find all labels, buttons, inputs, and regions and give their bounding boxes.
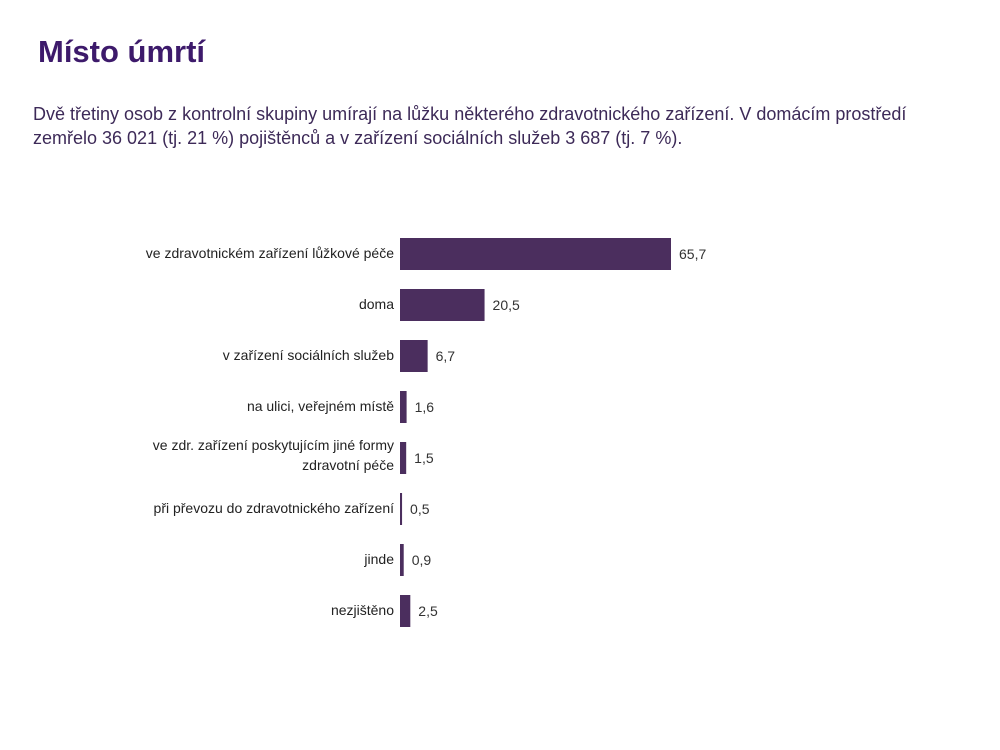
value-label-3: 1,6 — [415, 399, 435, 415]
bar-2 — [400, 340, 428, 372]
category-label-2: v zařízení sociálních služeb — [223, 347, 394, 363]
category-label-3: na ulici, veřejném místě — [247, 398, 394, 414]
bar-5 — [400, 493, 403, 525]
bar-1 — [400, 289, 485, 321]
page-title: Místo úmrtí — [38, 34, 206, 69]
value-label-2: 6,7 — [436, 348, 456, 364]
bar-6 — [400, 544, 404, 576]
value-label-7: 2,5 — [418, 603, 438, 619]
bar-4 — [400, 442, 407, 474]
value-label-4: 1,5 — [414, 450, 434, 466]
category-label-5: při převozu do zdravotnického zařízení — [154, 500, 395, 516]
bar-3 — [400, 391, 407, 423]
value-label-1: 20,5 — [493, 297, 520, 313]
category-label-1: doma — [359, 296, 394, 312]
bar-7 — [400, 595, 411, 627]
value-label-5: 0,5 — [410, 501, 430, 517]
category-label-0: ve zdravotnickém zařízení lůžkové péče — [146, 245, 394, 261]
category-label-4: ve zdr. zařízení poskytujícím jiné formy… — [153, 437, 394, 473]
category-label-7: nezjištěno — [331, 602, 394, 618]
category-label-6: jinde — [363, 551, 394, 567]
bar-0 — [400, 238, 671, 270]
value-label-6: 0,9 — [412, 552, 432, 568]
value-label-0: 65,7 — [679, 246, 706, 262]
page-subtitle: Dvě třetiny osob z kontrolní skupiny umí… — [33, 104, 907, 148]
